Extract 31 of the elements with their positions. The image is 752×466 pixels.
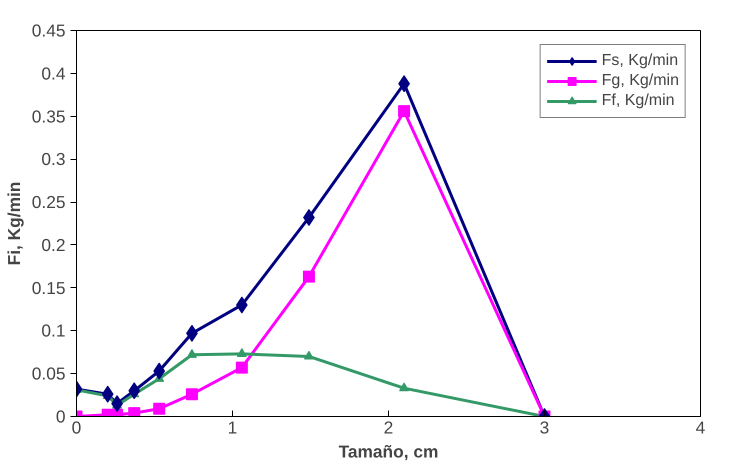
y-tick-label: 0.05 — [32, 364, 66, 384]
y-axis-title: Fi, Kg/min — [4, 182, 24, 266]
point — [102, 386, 114, 403]
point — [302, 270, 315, 283]
legend-label: Fg, Kg/min — [602, 72, 679, 90]
legend-label: Fs, Kg/min — [602, 52, 678, 70]
y-tick-label: 0.15 — [32, 278, 66, 298]
point — [236, 362, 248, 374]
y-tick-label: 0.45 — [32, 20, 66, 40]
x-tick-label: 2 — [384, 418, 394, 438]
point — [186, 388, 198, 400]
x-tick-label: 0 — [72, 418, 82, 438]
x-tick-label: 4 — [696, 418, 706, 438]
point — [186, 349, 197, 358]
y-tick-label: 0.4 — [41, 63, 66, 84]
x-tick-label: 1 — [228, 418, 238, 438]
x-tick-label: 3 — [540, 418, 550, 438]
x-axis-title: Tamaño, cm — [338, 442, 438, 462]
point — [153, 402, 166, 415]
point — [399, 382, 410, 392]
point — [153, 362, 166, 380]
point — [128, 382, 140, 400]
legend-label: Ff, Kg/min — [602, 92, 675, 110]
point — [304, 350, 314, 360]
y-tick-label: 0.3 — [41, 149, 66, 170]
y-tick-label: 0.2 — [41, 234, 66, 255]
point — [236, 348, 247, 357]
point — [398, 105, 410, 118]
y-tick-label: 0.25 — [32, 192, 66, 212]
y-tick-label: 0.1 — [41, 320, 66, 341]
y-tick-label: 0.35 — [32, 106, 66, 126]
